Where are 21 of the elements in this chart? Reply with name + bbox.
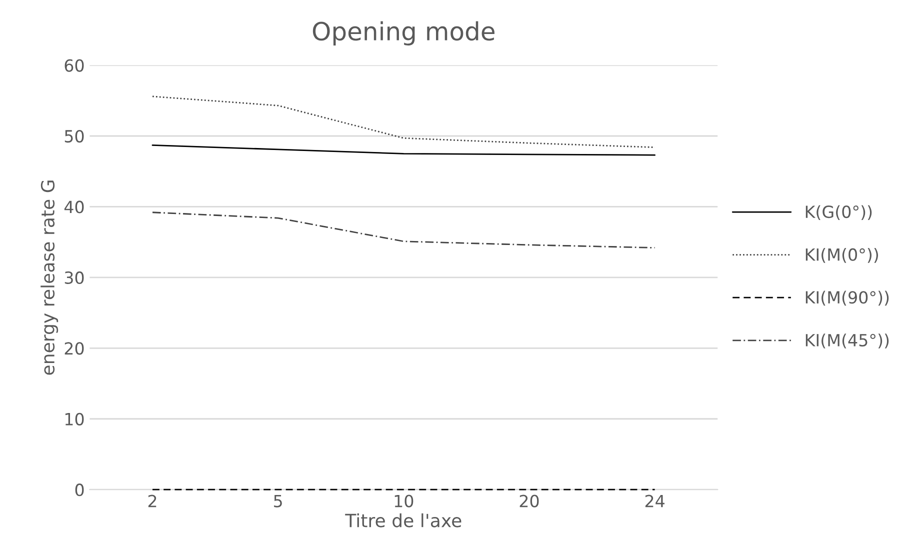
y-tick-label: 10	[65, 412, 84, 426]
legend-label: K(G(0°))	[806, 205, 872, 220]
x-axis-title: Titre de l'axe	[345, 513, 462, 528]
y-tick-label: 40	[64, 200, 84, 214]
x-tick-label: 24	[645, 494, 664, 508]
y-tick-label: 60	[64, 59, 84, 72]
legend-label: KI(M(90°))	[806, 290, 889, 306]
x-tick-label: 2	[148, 494, 156, 508]
x-tick-label: 20	[520, 494, 539, 508]
line-series	[152, 212, 656, 248]
y-tick-label: 20	[64, 342, 84, 355]
y-axis-title: energy release rate G	[40, 180, 58, 375]
line-series	[152, 144, 656, 156]
y-tick-label: 50	[64, 130, 84, 143]
x-tick-label: 10	[394, 494, 414, 508]
x-tick-label: 5	[274, 494, 282, 508]
y-tick-label: 0	[75, 484, 84, 496]
legend-label: KI(M(45°))	[806, 334, 889, 348]
legend-label: KI(M(0°))	[806, 248, 878, 263]
y-tick-label: 30	[64, 271, 84, 284]
chart-title: Opening mode	[312, 21, 494, 46]
